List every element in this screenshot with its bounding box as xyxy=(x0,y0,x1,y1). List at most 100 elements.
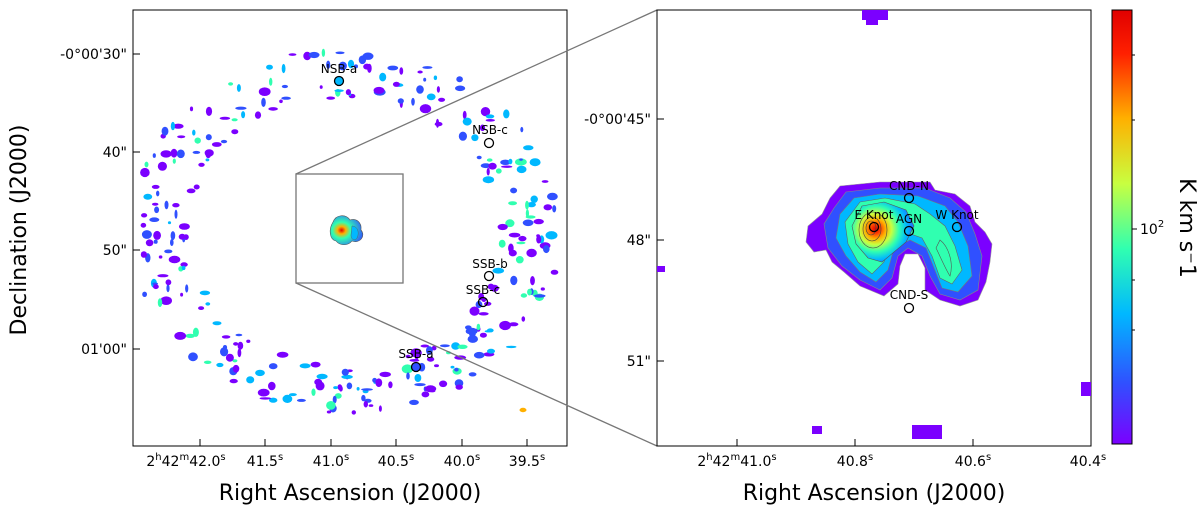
ring-fragment xyxy=(161,126,169,136)
left-y-tick-label-4: 01'00" xyxy=(81,342,127,358)
ring-fragment xyxy=(397,98,404,104)
left-x-tick-label-2: 41.5s xyxy=(247,452,283,470)
ring-fragment xyxy=(188,352,198,362)
ring-fragment xyxy=(261,97,266,107)
ring-fragment xyxy=(426,93,436,101)
colorbar: 102 K km s⁻1 xyxy=(1111,9,1199,445)
ring-fragment xyxy=(479,124,486,132)
ring-fragment xyxy=(315,381,325,391)
ring-fragment xyxy=(379,371,392,378)
ring-fragment xyxy=(346,382,353,390)
ring-fragment xyxy=(319,85,323,89)
left-x-axis xyxy=(199,439,528,446)
ring-fragment xyxy=(455,85,466,92)
ring-fragment xyxy=(473,351,485,359)
ring-fragment xyxy=(237,348,242,358)
ring-fragment xyxy=(543,204,553,211)
ring-fragment xyxy=(520,293,528,298)
source-cnd-s: CND-S xyxy=(890,288,929,314)
ring-fragment xyxy=(174,331,187,340)
ring-fragment xyxy=(144,161,149,168)
source-cnd-s-label: CND-S xyxy=(890,288,929,302)
ring-fragment xyxy=(361,394,366,402)
ring-fragment xyxy=(401,364,414,374)
ring-fragment xyxy=(409,399,419,405)
left-x-tick-label-5: 40.0s xyxy=(444,452,480,470)
ring-fragment xyxy=(268,107,278,111)
ring-fragment xyxy=(458,131,467,141)
ring-fragment xyxy=(326,96,336,100)
cnd-horseshoe-emission xyxy=(805,181,993,307)
ring-fragment xyxy=(547,194,553,199)
ring-fragment xyxy=(269,77,273,86)
ring-fragment xyxy=(178,233,186,240)
ring-fragment xyxy=(476,155,482,160)
ring-fragment xyxy=(515,158,527,166)
ring-fragment xyxy=(186,188,196,194)
ring-fragment xyxy=(229,378,238,384)
source-ssb-b-marker xyxy=(483,270,495,282)
source-w-knot-label: W Knot xyxy=(935,208,978,222)
ring-fragment xyxy=(334,393,342,399)
ring-fragment xyxy=(373,86,385,94)
ring-fragment xyxy=(410,348,422,358)
ring-fragment xyxy=(269,397,278,403)
ring-fragment xyxy=(296,398,306,402)
ring-fragment xyxy=(198,162,205,167)
source-ssb-b-label: SSB-b xyxy=(472,257,507,271)
ring-fragment xyxy=(363,63,371,70)
ring-fragment xyxy=(219,116,231,120)
ring-fragment xyxy=(516,165,527,174)
right-x-axis-title: Right Ascension (J2000) xyxy=(743,481,1006,506)
ring-fragment xyxy=(469,306,480,316)
ring-fragment xyxy=(523,145,534,151)
left-x-tick-label-6: 39.5s xyxy=(509,452,545,470)
ring-fragment xyxy=(198,306,205,310)
ring-fragment xyxy=(482,176,495,184)
ring-fragment xyxy=(166,284,170,293)
ring-fragment xyxy=(414,383,426,387)
central-emission xyxy=(329,215,364,246)
source-nsb-c-marker xyxy=(483,137,495,149)
ring-fragment xyxy=(411,97,415,106)
left-y-tick-label-1: -0°00'30" xyxy=(60,47,127,63)
ring-fragment xyxy=(508,249,517,257)
ring-fragment xyxy=(205,134,212,141)
ring-fragment xyxy=(151,184,160,189)
ring-fragment xyxy=(495,168,502,174)
ring-fragment xyxy=(485,114,495,119)
ring-fragment xyxy=(454,367,459,372)
ring-fragment xyxy=(414,374,422,382)
source-ssb-a-label: SSB-a xyxy=(398,347,433,361)
ring-fragment xyxy=(521,316,526,322)
ring-fragment xyxy=(545,231,558,240)
ring-fragment xyxy=(174,209,178,219)
ring-fragment xyxy=(438,97,446,102)
ring-fragment xyxy=(221,335,231,339)
ring-fragment xyxy=(177,135,186,139)
ring-fragment xyxy=(192,150,201,154)
ring-fragment xyxy=(353,64,358,69)
ring-fragment xyxy=(505,219,515,228)
ring-fragment xyxy=(375,378,383,388)
ring-fragment xyxy=(421,391,430,398)
ring-fragment xyxy=(281,96,291,100)
ring-fragment xyxy=(236,84,241,92)
ring-fragment xyxy=(189,106,194,112)
ring-fragment xyxy=(140,222,147,228)
source-w-knot: W Knot xyxy=(935,208,979,233)
ring-fragment xyxy=(167,221,172,225)
ring-fragment xyxy=(233,342,239,346)
beam-ellipse xyxy=(519,407,527,413)
ring-fragment xyxy=(431,345,437,351)
ring-fragment xyxy=(299,363,311,369)
ring-fragment xyxy=(486,167,490,176)
ring-fragment xyxy=(153,230,162,240)
ring-fragment xyxy=(185,284,189,293)
ring-fragment xyxy=(281,84,288,89)
ring-fragment xyxy=(228,82,234,86)
ring-fragment xyxy=(387,65,399,71)
ring-fragment xyxy=(508,201,517,206)
ring-fragment xyxy=(142,291,148,297)
